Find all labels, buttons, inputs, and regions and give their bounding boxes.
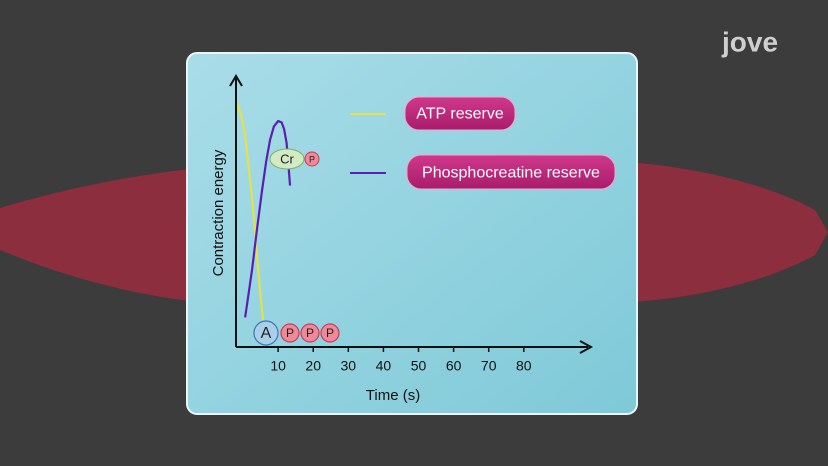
molecule-label: P	[309, 154, 315, 164]
muscle-right	[630, 162, 828, 302]
y-axis-label: Contraction energy	[210, 149, 227, 276]
x-tick-label: 80	[516, 358, 532, 374]
legend-label: ATP reserve	[416, 106, 504, 123]
x-tick-label: 30	[341, 358, 357, 374]
x-tick-label: 50	[411, 358, 427, 374]
legend-label: Phosphocreatine reserve	[422, 165, 600, 182]
x-tick-label: 60	[446, 358, 462, 374]
molecule-label: P	[306, 326, 314, 340]
creatine-icon	[269, 148, 305, 170]
x-tick-label: 40	[376, 358, 392, 374]
molecule-label: Cr	[280, 151, 294, 166]
phosphate-icon	[320, 323, 340, 343]
phosphate-icon	[300, 323, 320, 343]
x-tick-label: 70	[481, 358, 497, 374]
adenosine-icon	[253, 320, 279, 346]
molecule-label: P	[326, 326, 334, 340]
legend-pill	[404, 96, 516, 131]
x-tick-label: 10	[270, 358, 286, 374]
legend-pill	[406, 154, 616, 190]
phosphate-icon	[304, 151, 320, 167]
molecule-label: A	[261, 325, 272, 342]
molecule-label: P	[286, 326, 294, 340]
phosphate-icon	[280, 323, 300, 343]
chart-panel	[186, 52, 638, 415]
series-line	[244, 119, 292, 318]
series-line	[236, 102, 265, 321]
muscle-left	[0, 168, 200, 302]
x-axis-label: Time (s)	[366, 387, 420, 404]
x-tick-label: 20	[305, 358, 321, 374]
logo: jove	[721, 26, 778, 57]
y-axis	[229, 74, 243, 347]
plot	[236, 102, 292, 321]
x-axis	[236, 340, 594, 354]
